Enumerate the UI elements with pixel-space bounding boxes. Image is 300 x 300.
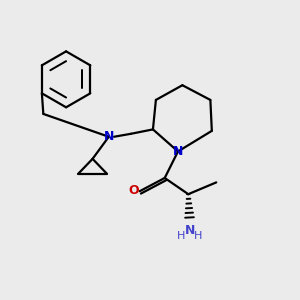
Text: H: H [194,231,202,241]
Text: N: N [184,224,195,237]
Text: N: N [103,130,114,143]
Text: O: O [128,184,139,196]
Text: N: N [173,145,183,158]
Text: H: H [177,231,186,241]
